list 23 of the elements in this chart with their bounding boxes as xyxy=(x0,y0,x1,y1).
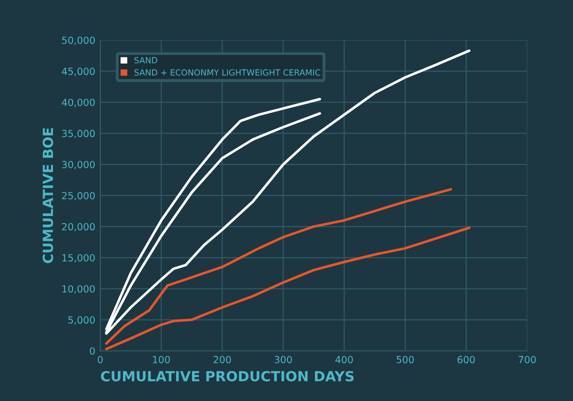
legend-label: SAND + ECONONMY LIGHTWEIGHT CERAMIC xyxy=(134,69,320,76)
x-tick-label: 100 xyxy=(153,356,170,364)
y-axis-title: CUMULATIVE BOE xyxy=(42,128,54,264)
y-tick-label: 50,000 xyxy=(62,36,95,45)
y-tick-label: 0 xyxy=(90,347,95,355)
y-tick-label: 25,000 xyxy=(62,192,95,200)
x-axis-title: CUMULATIVE PRODUCTION DAYS xyxy=(100,370,354,382)
y-tick-label: 10,000 xyxy=(62,285,95,294)
x-tick-label: 200 xyxy=(214,356,231,364)
x-tick-label: 400 xyxy=(335,356,353,364)
y-tick-label: 30,000 xyxy=(62,160,95,170)
y-tick-label: 5,000 xyxy=(68,316,95,325)
x-tick-label: 300 xyxy=(274,356,292,364)
x-tick-label: 0 xyxy=(98,356,103,364)
y-tick-label: 45,000 xyxy=(62,68,95,76)
x-tick-label: 500 xyxy=(396,356,414,364)
y-tick-label: 40,000 xyxy=(62,98,95,108)
legend-label: SAND xyxy=(134,57,158,64)
y-tick-label: 20,000 xyxy=(62,223,95,232)
y-tick-label: 15,000 xyxy=(62,254,95,262)
x-tick-label: 700 xyxy=(518,356,536,364)
y-tick-label: 35,000 xyxy=(62,130,95,138)
x-tick-label: 600 xyxy=(458,356,475,364)
